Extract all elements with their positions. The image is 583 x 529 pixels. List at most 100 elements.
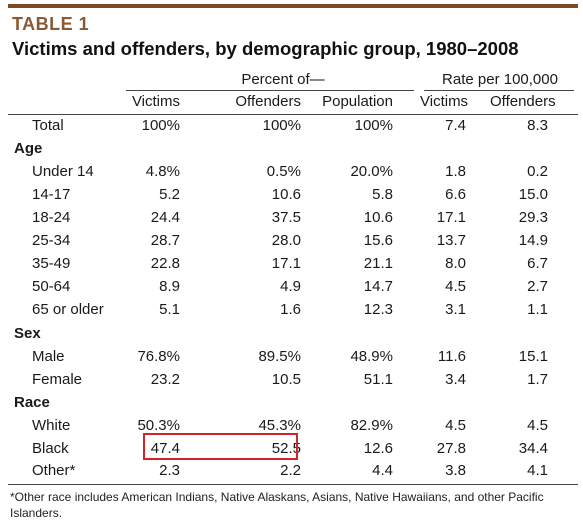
table-row-white: White 50.3% 45.3% 82.9% 4.5 4.5 <box>0 414 583 437</box>
cell-victims-rate: 3.4 <box>445 371 466 388</box>
table-row-25-34: 25-34 28.7 28.0 15.6 13.7 14.9 <box>0 229 583 252</box>
cell-victims-rate: 27.8 <box>436 440 466 457</box>
bottom-rule <box>8 484 578 485</box>
cell-victims-pct: 100% <box>141 117 180 134</box>
cell-population: 12.3 <box>363 301 393 318</box>
cell-offenders-pct: 28.0 <box>271 232 301 249</box>
cell-offenders-pct: 37.5 <box>271 209 301 226</box>
cell-population: 5.8 <box>372 186 393 203</box>
cell-victims-pct: 24.4 <box>150 209 180 226</box>
col-header-offenders-rate: Offenders <box>490 93 556 110</box>
section-sex: Sex <box>0 322 583 345</box>
cell-victims-pct: 5.2 <box>159 186 180 203</box>
row-label: 14-17 <box>32 186 71 203</box>
cell-offenders-pct: 89.5% <box>258 348 301 365</box>
cell-population: 82.9% <box>350 417 393 434</box>
cell-victims-rate: 8.0 <box>445 255 466 272</box>
cell-population: 51.1 <box>363 371 393 388</box>
cell-victims-pct: 5.1 <box>159 301 180 318</box>
cell-offenders-rate: 34.4 <box>518 440 548 457</box>
cell-population: 14.7 <box>363 278 393 295</box>
cell-victims-rate: 3.1 <box>445 301 466 318</box>
cell-offenders-rate: 1.7 <box>527 371 548 388</box>
row-label: 50-64 <box>32 278 71 295</box>
cell-victims-pct: 50.3% <box>137 417 180 434</box>
row-label: 65 or older <box>32 301 104 318</box>
cell-offenders-pct: 17.1 <box>271 255 301 272</box>
top-rule <box>8 4 578 8</box>
cell-population: 48.9% <box>350 348 393 365</box>
cell-victims-rate: 4.5 <box>445 278 466 295</box>
cell-victims-pct: 2.3 <box>159 462 180 479</box>
row-label: Male <box>32 348 65 365</box>
cell-offenders-rate: 8.3 <box>527 117 548 134</box>
table-row-total: Total 100% 100% 100% 7.4 8.3 <box>0 114 583 137</box>
header-rule <box>8 114 578 115</box>
cell-offenders-rate: 4.5 <box>527 417 548 434</box>
row-label: Female <box>32 371 83 388</box>
cell-offenders-rate: 0.2 <box>527 163 548 180</box>
cell-victims-rate: 13.7 <box>436 232 466 249</box>
section-label: Race <box>14 394 50 411</box>
cell-victims-rate: 4.5 <box>445 417 466 434</box>
section-label: Age <box>14 140 43 157</box>
cell-victims-pct: 22.8 <box>150 255 180 272</box>
row-label: Under 14 <box>32 163 94 180</box>
table-row-18-24: 18-24 24.4 37.5 10.6 17.1 29.3 <box>0 206 583 229</box>
cell-offenders-rate: 29.3 <box>518 209 548 226</box>
cell-offenders-pct: 52.5 <box>271 440 301 457</box>
row-label: 18-24 <box>32 209 71 226</box>
cell-victims-rate: 3.8 <box>445 462 466 479</box>
cell-victims-rate: 11.6 <box>437 348 466 365</box>
table-row-50-64: 50-64 8.9 4.9 14.7 4.5 2.7 <box>0 275 583 298</box>
cell-victims-pct: 23.2 <box>150 371 180 388</box>
cell-population: 12.6 <box>363 440 393 457</box>
table-title: Victims and offenders, by demographic gr… <box>12 38 519 59</box>
percent-group-rule <box>126 90 414 91</box>
cell-victims-pct: 28.7 <box>150 232 180 249</box>
table-row-14-17: 14-17 5.2 10.6 5.8 6.6 15.0 <box>0 183 583 206</box>
cell-population: 21.1 <box>363 255 393 272</box>
table-row-under-14: Under 14 4.8% 0.5% 20.0% 1.8 0.2 <box>0 160 583 183</box>
row-label: Black <box>32 440 69 457</box>
cell-offenders-pct: 10.6 <box>271 186 301 203</box>
cell-offenders-pct: 0.5% <box>266 163 301 180</box>
row-label: White <box>32 417 71 434</box>
highlight-box <box>143 433 298 460</box>
table-row-35-49: 35-49 22.8 17.1 21.1 8.0 6.7 <box>0 252 583 275</box>
section-age: Age <box>0 137 583 160</box>
cell-offenders-pct: 10.5 <box>271 371 301 388</box>
cell-population: 20.0% <box>350 163 393 180</box>
section-label: Sex <box>14 325 41 342</box>
cell-offenders-rate: 14.9 <box>518 232 548 249</box>
cell-population: 100% <box>354 117 393 134</box>
row-label: Other* <box>32 462 76 479</box>
cell-population: 15.6 <box>363 232 393 249</box>
cell-victims-pct: 8.9 <box>159 278 180 295</box>
section-race: Race <box>0 391 583 414</box>
cell-population: 4.4 <box>372 462 393 479</box>
cell-offenders-rate: 15.0 <box>518 186 548 203</box>
cell-victims-rate: 1.8 <box>445 163 466 180</box>
col-header-population: Population <box>322 93 393 110</box>
cell-offenders-rate: 2.7 <box>527 278 548 295</box>
col-header-offenders-pct: Offenders <box>235 93 301 110</box>
table-row-black: Black 47.4 52.5 12.6 27.8 34.4 <box>0 437 583 460</box>
row-label: 35-49 <box>32 255 71 272</box>
table-row-male: Male 76.8% 89.5% 48.9% 11.6 15.1 <box>0 345 583 368</box>
cell-offenders-pct: 4.9 <box>280 278 301 295</box>
table-row-female: Female 23.2 10.5 51.1 3.4 1.7 <box>0 368 583 391</box>
cell-victims-rate: 17.1 <box>436 209 466 226</box>
percent-group-header: Percent of— <box>241 71 325 88</box>
rate-group-rule <box>424 90 574 91</box>
cell-offenders-rate: 6.7 <box>527 255 548 272</box>
col-header-victims-pct: Victims <box>131 93 180 110</box>
table-row-65-or-older: 65 or older 5.1 1.6 12.3 3.1 1.1 <box>0 298 583 321</box>
cell-offenders-rate: 4.1 <box>527 462 548 479</box>
cell-offenders-pct: 45.3% <box>258 417 301 434</box>
cell-offenders-pct: 100% <box>262 117 301 134</box>
cell-offenders-rate: 15.1 <box>518 348 548 365</box>
col-header-victims-rate: Victims <box>420 93 469 110</box>
footnote: *Other race includes American Indians, N… <box>10 490 544 520</box>
cell-offenders-pct: 2.2 <box>280 462 301 479</box>
